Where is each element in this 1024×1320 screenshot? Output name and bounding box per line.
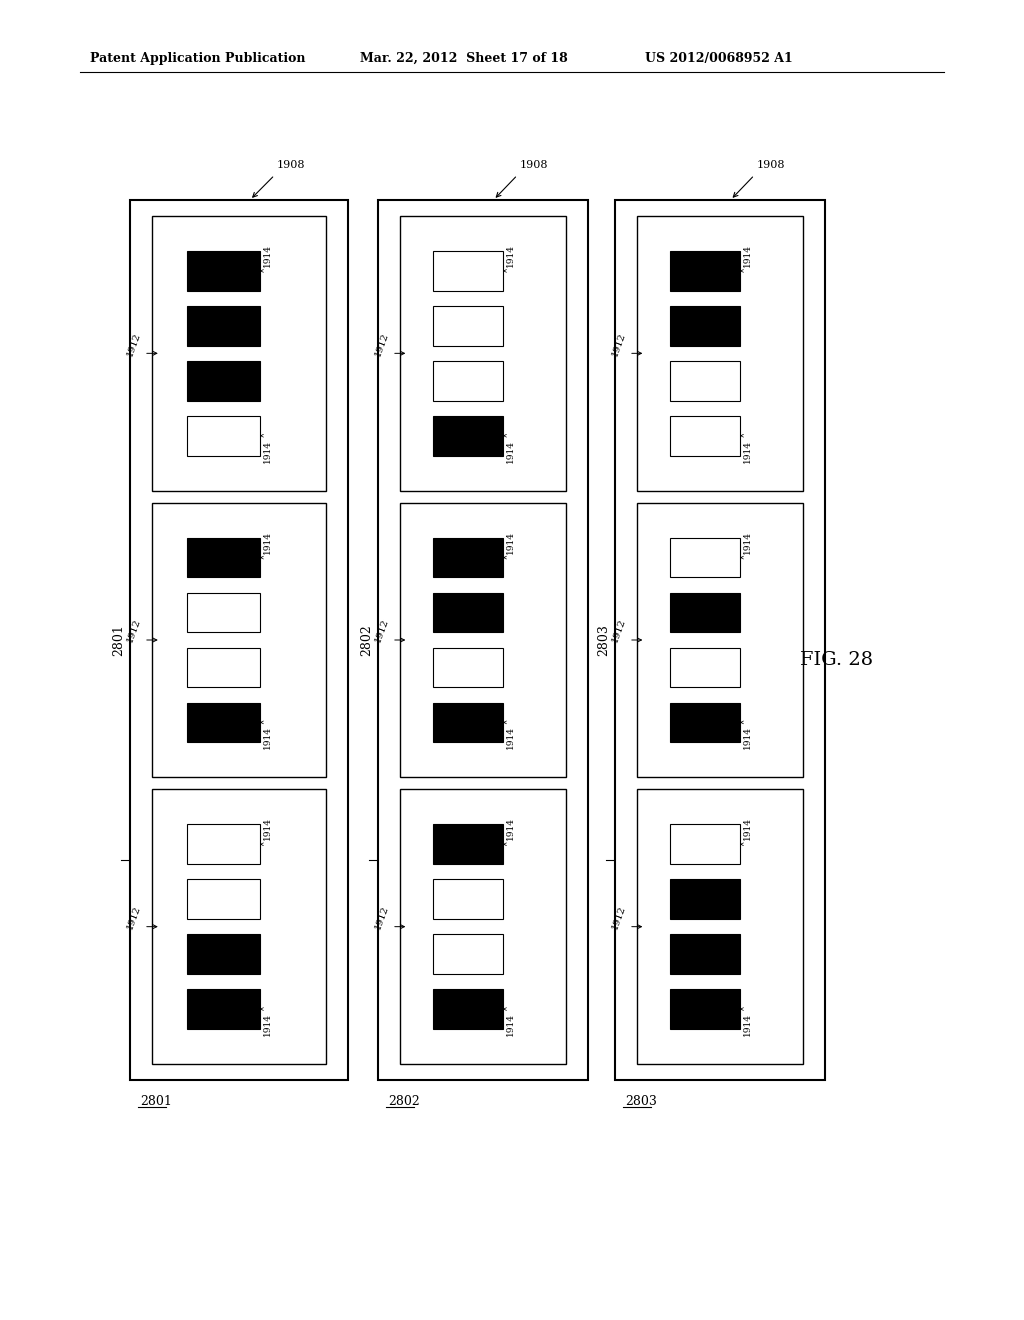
Text: Mar. 22, 2012  Sheet 17 of 18: Mar. 22, 2012 Sheet 17 of 18 bbox=[360, 51, 567, 65]
Text: 1914: 1914 bbox=[743, 531, 752, 553]
Bar bbox=[152, 503, 326, 777]
Text: 2803: 2803 bbox=[625, 1096, 656, 1107]
Bar bbox=[433, 935, 503, 974]
Text: 2801: 2801 bbox=[140, 1096, 172, 1107]
Bar bbox=[186, 593, 260, 632]
Text: 1914: 1914 bbox=[263, 726, 272, 750]
Text: 2802: 2802 bbox=[388, 1096, 420, 1107]
Text: 1908: 1908 bbox=[276, 160, 305, 170]
Bar bbox=[670, 251, 740, 290]
Bar bbox=[400, 216, 566, 491]
Text: 1914: 1914 bbox=[263, 531, 272, 553]
Bar bbox=[670, 702, 740, 742]
Bar bbox=[400, 503, 566, 777]
Bar bbox=[186, 702, 260, 742]
Text: 1914: 1914 bbox=[506, 244, 515, 267]
Bar bbox=[637, 216, 803, 491]
Text: 2803: 2803 bbox=[597, 624, 610, 656]
Text: 2802: 2802 bbox=[360, 624, 373, 656]
Bar bbox=[433, 251, 503, 290]
Bar bbox=[670, 935, 740, 974]
Text: 1908: 1908 bbox=[757, 160, 785, 170]
Text: 1912: 1912 bbox=[125, 618, 142, 644]
Bar bbox=[433, 416, 503, 455]
Bar bbox=[433, 306, 503, 346]
Bar bbox=[152, 789, 326, 1064]
Text: 1914: 1914 bbox=[506, 440, 515, 463]
Bar bbox=[670, 362, 740, 400]
Text: 1914: 1914 bbox=[743, 440, 752, 463]
Text: US 2012/0068952 A1: US 2012/0068952 A1 bbox=[645, 51, 793, 65]
Text: Patent Application Publication: Patent Application Publication bbox=[90, 51, 305, 65]
Text: 1908: 1908 bbox=[519, 160, 548, 170]
Text: 1912: 1912 bbox=[125, 331, 142, 358]
Text: FIG. 28: FIG. 28 bbox=[800, 651, 873, 669]
Text: 1912: 1912 bbox=[610, 618, 627, 644]
Bar bbox=[433, 362, 503, 400]
Bar bbox=[433, 648, 503, 688]
Bar bbox=[433, 702, 503, 742]
Bar bbox=[637, 503, 803, 777]
Bar bbox=[186, 935, 260, 974]
Text: 1914: 1914 bbox=[506, 1012, 515, 1036]
Bar bbox=[615, 201, 825, 1080]
Text: 1912: 1912 bbox=[373, 618, 390, 644]
Bar bbox=[186, 416, 260, 455]
Bar bbox=[186, 825, 260, 865]
Bar bbox=[433, 879, 503, 919]
Text: 1914: 1914 bbox=[506, 817, 515, 841]
Bar bbox=[670, 879, 740, 919]
Bar bbox=[670, 416, 740, 455]
Bar bbox=[130, 201, 348, 1080]
Text: 1914: 1914 bbox=[263, 817, 272, 841]
Text: 1914: 1914 bbox=[743, 1012, 752, 1036]
Text: 1914: 1914 bbox=[743, 817, 752, 841]
Text: 1912: 1912 bbox=[373, 331, 390, 358]
Bar bbox=[433, 989, 503, 1028]
Text: 1912: 1912 bbox=[610, 904, 627, 931]
Text: 1914: 1914 bbox=[743, 244, 752, 267]
Bar bbox=[400, 789, 566, 1064]
Bar bbox=[186, 879, 260, 919]
Text: 2801: 2801 bbox=[112, 624, 125, 656]
Text: 1914: 1914 bbox=[263, 244, 272, 267]
Bar bbox=[433, 593, 503, 632]
Bar bbox=[186, 648, 260, 688]
Bar bbox=[670, 648, 740, 688]
Bar bbox=[186, 306, 260, 346]
Text: 1912: 1912 bbox=[373, 904, 390, 931]
Bar bbox=[186, 251, 260, 290]
Text: 1914: 1914 bbox=[263, 440, 272, 463]
Bar bbox=[670, 593, 740, 632]
Bar bbox=[670, 306, 740, 346]
Text: 1914: 1914 bbox=[506, 531, 515, 553]
Bar bbox=[637, 789, 803, 1064]
Bar bbox=[152, 216, 326, 491]
Text: 1914: 1914 bbox=[263, 1012, 272, 1036]
Bar bbox=[433, 825, 503, 865]
Text: 1914: 1914 bbox=[506, 726, 515, 750]
Bar bbox=[378, 201, 588, 1080]
Bar bbox=[670, 989, 740, 1028]
Text: 1912: 1912 bbox=[125, 904, 142, 931]
Bar bbox=[186, 989, 260, 1028]
Bar bbox=[186, 362, 260, 400]
Bar bbox=[670, 825, 740, 865]
Bar bbox=[670, 537, 740, 577]
Text: 1912: 1912 bbox=[610, 331, 627, 358]
Bar bbox=[186, 537, 260, 577]
Bar bbox=[433, 537, 503, 577]
Text: 1914: 1914 bbox=[743, 726, 752, 750]
